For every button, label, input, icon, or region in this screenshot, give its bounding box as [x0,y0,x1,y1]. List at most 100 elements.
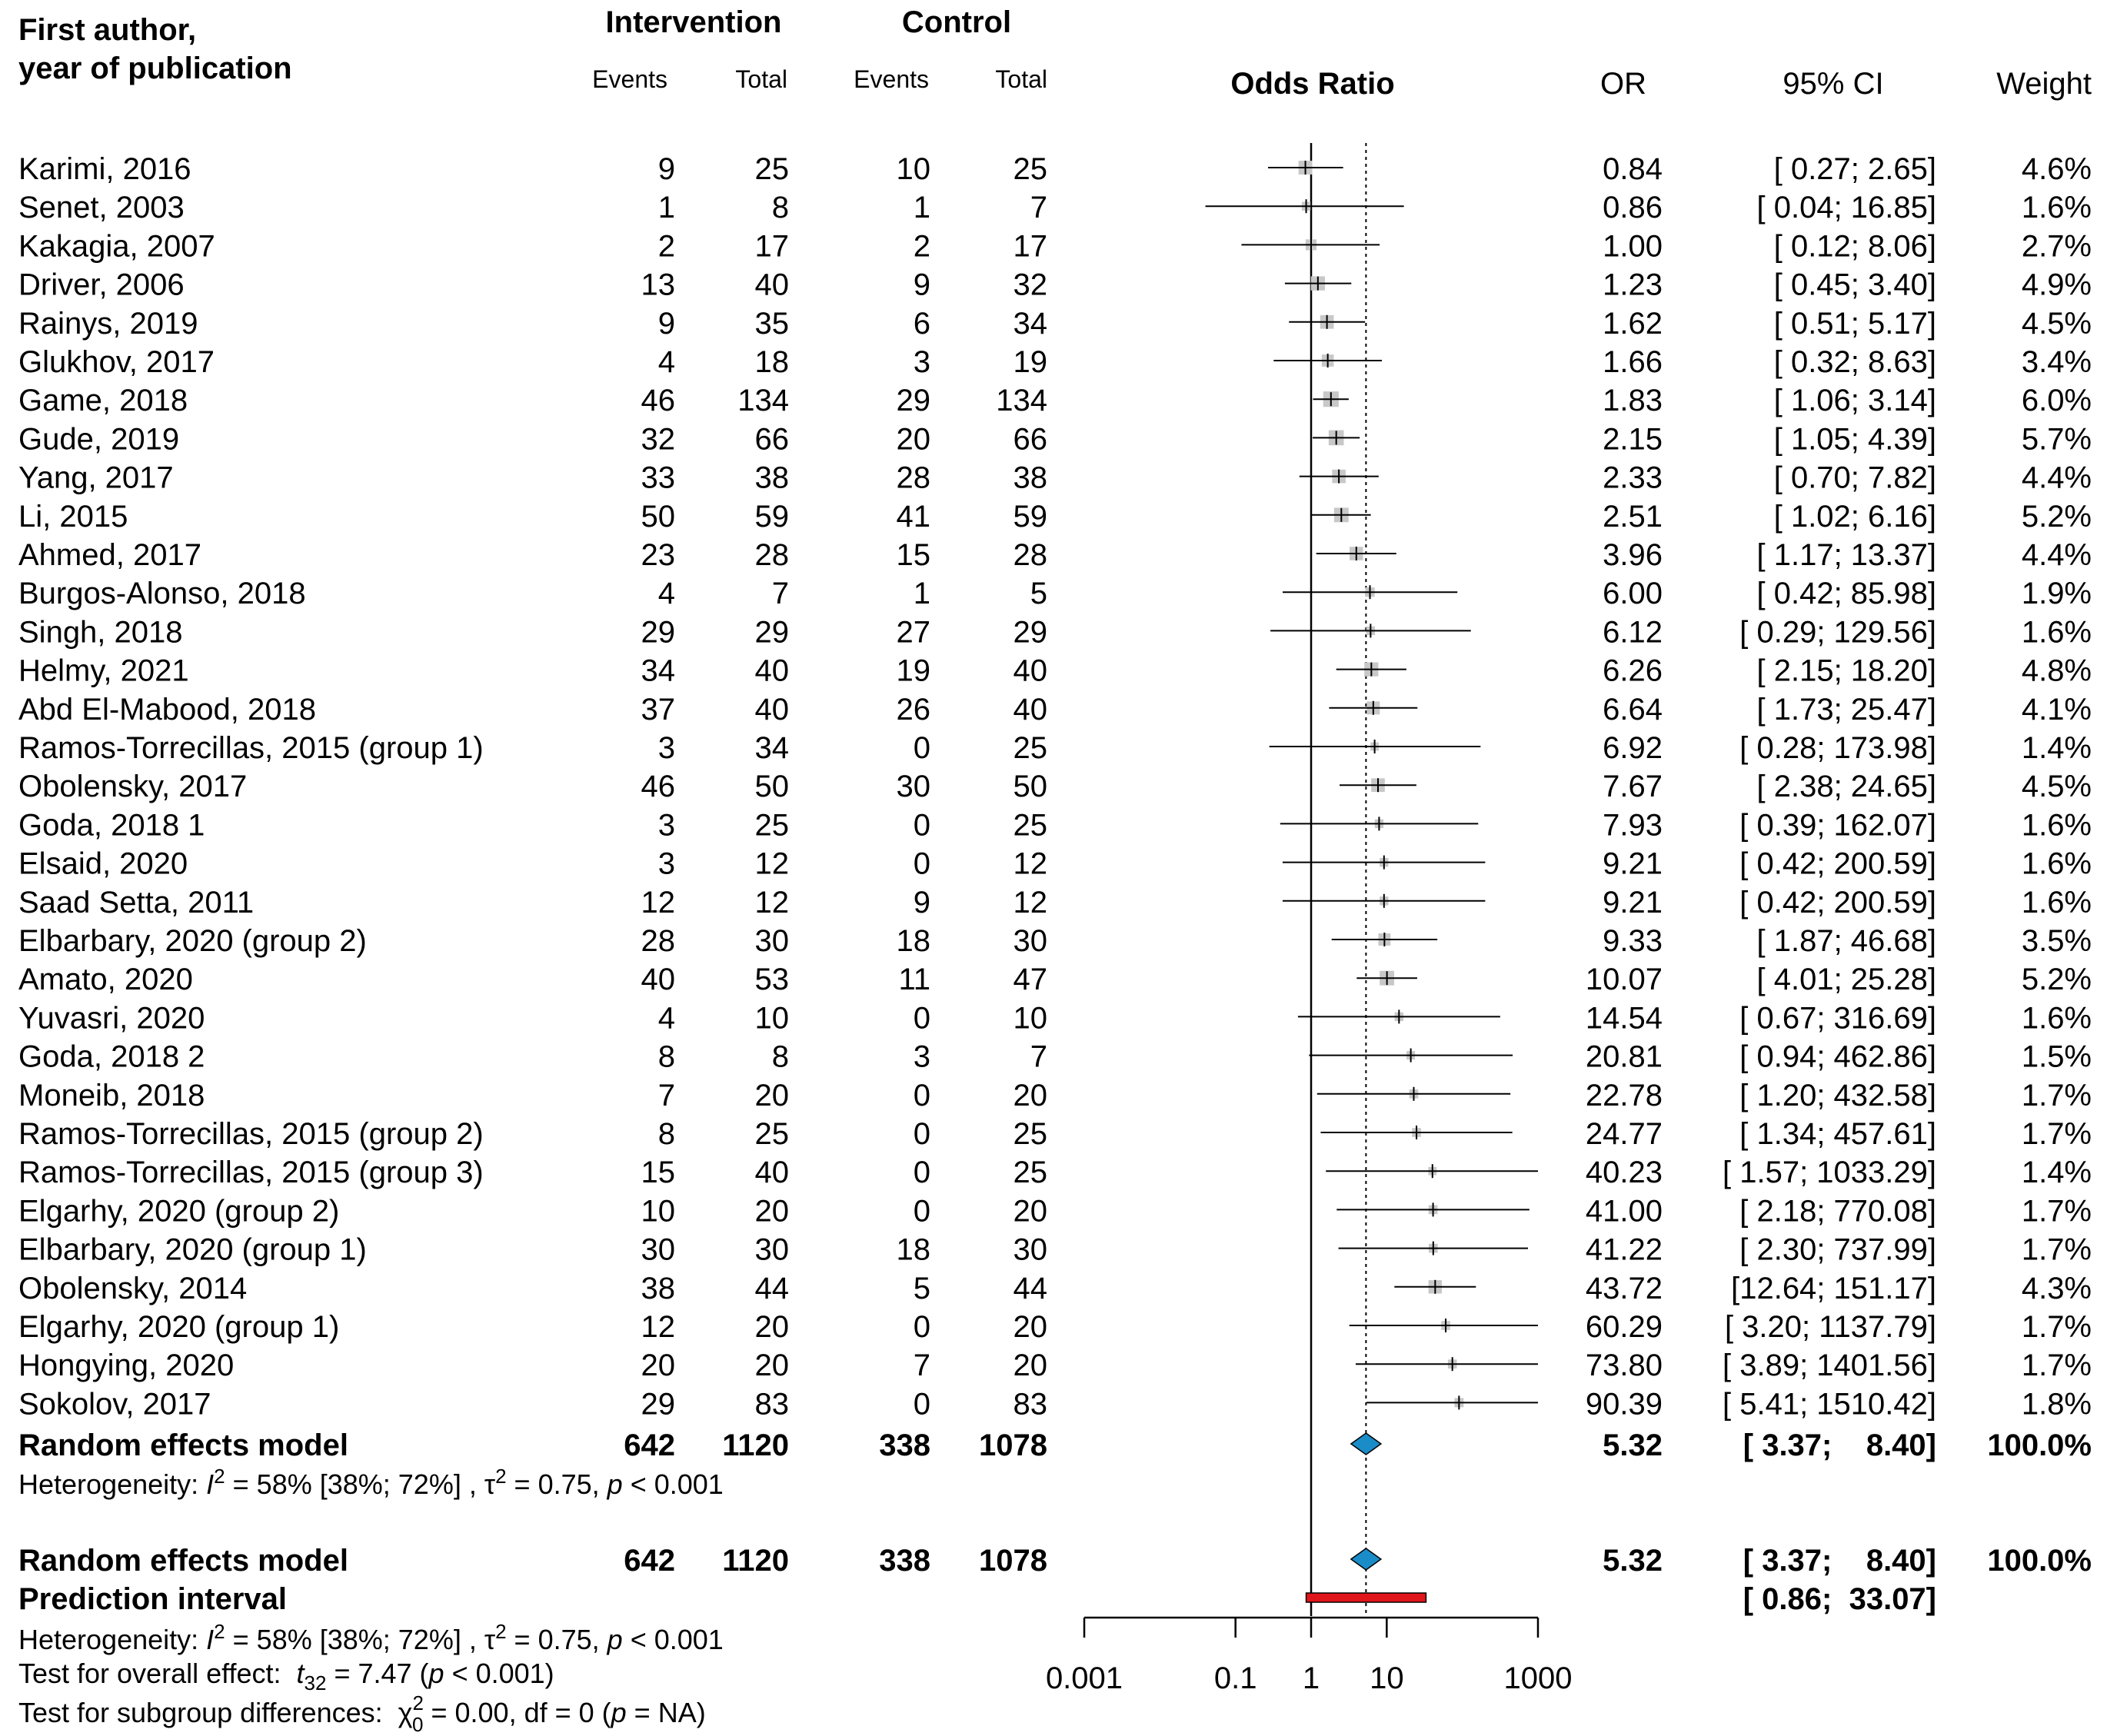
x-axis-tick-label: 1 [1303,1661,1320,1695]
study-or: 1.62 [1603,307,1663,341]
pooled-n1: 1120 [722,1428,789,1462]
study-weight: 4.3% [2022,1272,2092,1305]
intervention-events: 33 [641,461,676,495]
study-ci: [ 0.42; 85.98] [1756,577,1936,610]
study-or: 0.86 [1603,191,1663,224]
study-ci: [ 0.67; 316.69] [1739,1001,1936,1035]
weight-header: Weight [1996,67,2092,101]
study-weight: 4.5% [2022,307,2092,341]
intervention-total: 8 [772,191,789,224]
control-total: 28 [1014,538,1048,572]
study-name: Rainys, 2019 [18,307,198,341]
study-ci: [ 5.41; 1510.42] [1723,1387,1936,1421]
intervention-total: 20 [755,1349,790,1382]
study-ci: [ 1.20; 432.58] [1739,1079,1936,1112]
control-total: 32 [1014,268,1048,302]
intervention-total: 53 [755,963,790,996]
overall-effect-text: Test for overall effect: t32 = 7.47 (p <… [18,1658,554,1694]
control-total: 44 [1014,1272,1048,1305]
prediction-ci: [ 0.86; 33.07] [1743,1582,1936,1616]
chart-title: Odds Ratio [1230,67,1394,101]
intervention-events: 32 [641,422,676,456]
intervention-events: 12 [641,886,676,920]
pooled-n1-2: 1120 [722,1544,789,1578]
study-or: 1.23 [1603,268,1663,302]
intervention-total: 8 [772,1040,789,1074]
intervention-events: 13 [641,268,676,302]
study-ci: [ 1.02; 6.16] [1774,500,1936,534]
study-name: Hongying, 2020 [18,1349,234,1382]
control-events: 0 [914,1387,930,1421]
study-name: Helmy, 2021 [18,654,189,688]
study-or: 60.29 [1586,1310,1663,1344]
intervention-total: 40 [755,268,790,302]
prediction-label: Prediction interval [18,1582,287,1616]
control-total: 7 [1030,1040,1047,1074]
study-or: 6.26 [1603,654,1663,688]
study-header-line2: year of publication [18,52,292,85]
study-weight: 6.0% [2022,384,2092,417]
intervention-total: 25 [755,152,790,186]
control-total: 10 [1014,1001,1048,1035]
study-weight: 1.4% [2022,731,2092,765]
study-or: 20.81 [1586,1040,1663,1074]
study-or: 6.64 [1603,693,1663,727]
study-weight: 1.7% [2022,1079,2092,1112]
study-rows: Karimi, 2016 9 25 10 25 0.84[ 0.27; 2.65] 4.6%… [18,152,2092,1421]
study-name: Ramos-Torrecillas, 2015 (group 2) [18,1117,484,1151]
intervention-events: 50 [641,500,676,534]
study-or: 10.07 [1586,963,1663,996]
pooled-weight-2: 100.0% [1987,1544,2092,1578]
study-weight: 4.4% [2022,461,2092,495]
study-weight: 3.5% [2022,924,2092,958]
pooled-e2: 338 [879,1428,930,1462]
intervention-total: 20 [755,1079,790,1112]
study-name: Saad Setta, 2011 [18,886,254,920]
study-or: 41.00 [1586,1194,1663,1228]
study-name: Elgarhy, 2020 (group 1) [18,1310,339,1344]
heterogeneity-text-2: Heterogeneity: I2 = 58% [38%; 72%] , τ2 … [18,1620,724,1655]
control-events: 0 [914,731,930,765]
intervention-total: 25 [755,1117,790,1151]
control-total: 38 [1014,461,1048,495]
control-total: 20 [1014,1194,1048,1228]
control-total: 12 [1014,847,1048,881]
control-events: 30 [897,770,931,803]
study-name: Elbarbary, 2020 (group 1) [18,1233,367,1267]
intervention-total: 25 [755,808,790,842]
study-weight: 1.7% [2022,1310,2092,1344]
study-weight: 1.7% [2022,1349,2092,1382]
intervention-events: 46 [641,770,676,803]
study-ci: [ 1.34; 457.61] [1739,1117,1936,1151]
study-name: Yuvasri, 2020 [18,1001,205,1035]
study-weight: 5.2% [2022,500,2092,534]
control-total: 29 [1014,615,1048,649]
study-name: Yang, 2017 [18,461,174,495]
intervention-events: 34 [641,654,676,688]
control-total-header: Total [995,65,1047,93]
study-weight: 1.7% [2022,1117,2092,1151]
control-total: 34 [1014,307,1048,341]
study-or: 0.84 [1603,152,1663,186]
intervention-total: 34 [755,731,790,765]
pooled-e1-2: 642 [624,1544,675,1578]
intervention-events: 28 [641,924,676,958]
study-name: Burgos-Alonso, 2018 [18,577,306,610]
intervention-header: Intervention [606,5,782,39]
intervention-total: 40 [755,654,790,688]
control-total: 20 [1014,1310,1048,1344]
intervention-events: 10 [641,1194,676,1228]
control-events: 0 [914,1156,930,1189]
control-total: 40 [1014,693,1048,727]
study-name: Moneib, 2018 [18,1079,205,1112]
intervention-total: 134 [737,384,789,417]
intervention-total: 20 [755,1194,790,1228]
intervention-events: 3 [658,808,675,842]
intervention-events: 9 [658,152,675,186]
pooled-row-2: Random effects model 642 1120 338 1078 5… [18,1544,2092,1578]
pooled-diamond [1350,1432,1383,1455]
study-or: 41.22 [1586,1233,1663,1267]
prediction-row: Prediction interval [ 0.86; 33.07] [18,1582,1936,1616]
intervention-total: 12 [755,847,790,881]
control-total: 50 [1014,770,1048,803]
